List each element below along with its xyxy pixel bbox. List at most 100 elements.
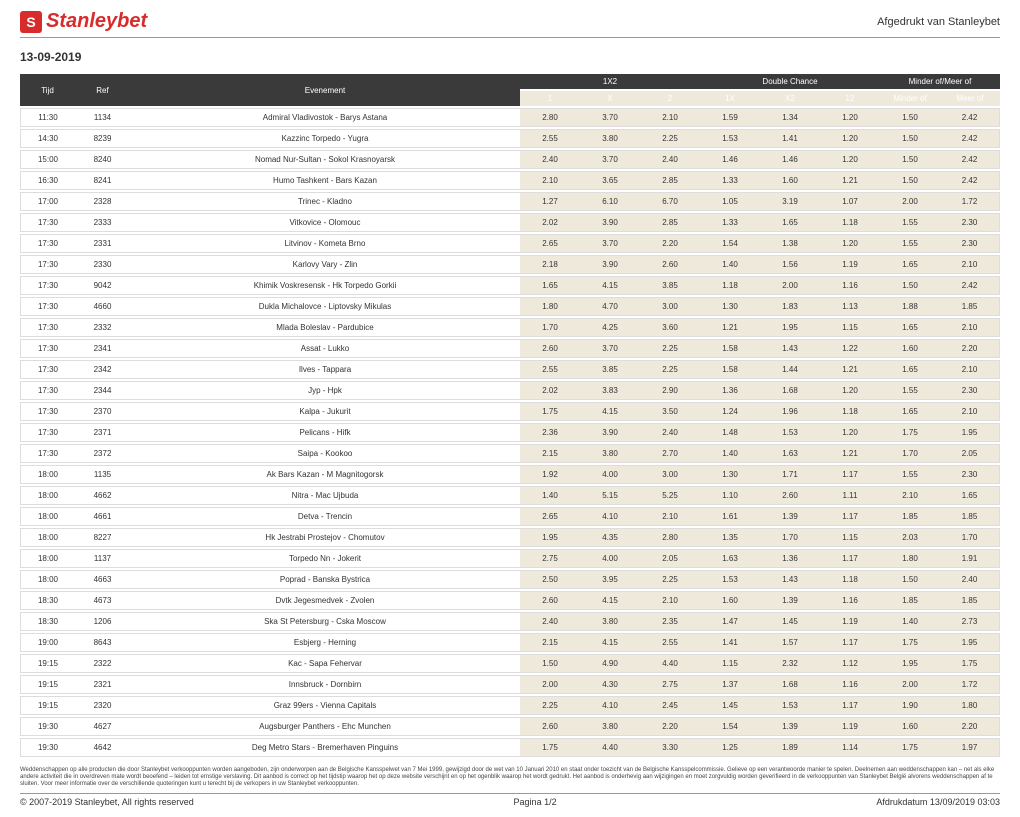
th-group-mm: Minder of/Meer of xyxy=(880,74,1000,89)
cell: 1.58 xyxy=(700,339,760,358)
cell: 1.13 xyxy=(820,297,880,316)
th-x2: X2 xyxy=(760,91,820,106)
table-row: 17:302370Kalpa - Jukurit1.754.153.501.24… xyxy=(20,402,1000,421)
th-ref: Ref xyxy=(75,74,130,106)
cell: 14:30 xyxy=(20,129,75,148)
cell: 1.15 xyxy=(700,654,760,673)
cell: 6.10 xyxy=(580,192,640,211)
cell: 1.65 xyxy=(520,276,580,295)
table-row: 11:301134Admiral Vladivostok - Barys Ast… xyxy=(20,108,1000,127)
cell: Assat - Lukko xyxy=(130,339,520,358)
cell: 1.60 xyxy=(880,339,940,358)
table-row: 17:302371Pelicans - Hifk2.363.902.401.48… xyxy=(20,423,1000,442)
cell: 2.90 xyxy=(640,381,700,400)
cell: 1.34 xyxy=(760,108,820,127)
cell: 3.30 xyxy=(640,738,700,757)
cell: 1.50 xyxy=(520,654,580,673)
cell: 2.10 xyxy=(940,360,1000,379)
cell: 1.85 xyxy=(940,297,1000,316)
cell: 2.60 xyxy=(760,486,820,505)
cell: 1.20 xyxy=(820,150,880,169)
th-group-1x2: 1X2 xyxy=(520,74,700,89)
table-row: 18:304673Dvtk Jegesmedvek - Zvolen2.604.… xyxy=(20,591,1000,610)
cell: 1.19 xyxy=(820,255,880,274)
cell: 2.36 xyxy=(520,423,580,442)
cell: 1.65 xyxy=(880,402,940,421)
odds-table: Tijd Ref Evenement 1X2 Double Chance Min… xyxy=(20,72,1000,759)
cell: 2.32 xyxy=(760,654,820,673)
table-row: 17:302330Karlovy Vary - Zlin2.183.902.60… xyxy=(20,255,1000,274)
cell: 3.80 xyxy=(580,444,640,463)
cell: Kazzinc Torpedo - Yugra xyxy=(130,129,520,148)
cell: 2.00 xyxy=(880,675,940,694)
cell: 2.35 xyxy=(640,612,700,631)
cell: Mlada Boleslav - Pardubice xyxy=(130,318,520,337)
cell: Humo Tashkent - Bars Kazan xyxy=(130,171,520,190)
cell: 5.15 xyxy=(580,486,640,505)
cell: 2.05 xyxy=(940,444,1000,463)
page-footer: © 2007-2019 Stanleybet, All rights reser… xyxy=(20,793,1000,807)
cell: 1.96 xyxy=(760,402,820,421)
cell: 1.75 xyxy=(520,402,580,421)
cell: 1.19 xyxy=(820,612,880,631)
cell: 1.40 xyxy=(700,255,760,274)
cell: 2.15 xyxy=(520,633,580,652)
cell: Saipa - Kookoo xyxy=(130,444,520,463)
cell: 1.43 xyxy=(760,570,820,589)
cell: 2.55 xyxy=(640,633,700,652)
cell: 1.50 xyxy=(880,108,940,127)
cell: 1.16 xyxy=(820,675,880,694)
cell: 1.70 xyxy=(880,444,940,463)
cell: 1.10 xyxy=(700,486,760,505)
cell: 2.05 xyxy=(640,549,700,568)
cell: 18:30 xyxy=(20,612,75,631)
cell: 2322 xyxy=(75,654,130,673)
cell: 3.70 xyxy=(580,234,640,253)
cell: 2.25 xyxy=(520,696,580,715)
cell: 11:30 xyxy=(20,108,75,127)
table-row: 18:008227Hk Jestrabi Prostejov - Chomuto… xyxy=(20,528,1000,547)
cell: 19:00 xyxy=(20,633,75,652)
cell: 2.10 xyxy=(880,486,940,505)
cell: 1.75 xyxy=(940,654,1000,673)
th-1: 1 xyxy=(520,91,580,106)
cell: 1.24 xyxy=(700,402,760,421)
cell: 1.18 xyxy=(700,276,760,295)
cell: 4.00 xyxy=(580,549,640,568)
table-row: 17:304660Dukla Michalovce - Liptovsky Mi… xyxy=(20,297,1000,316)
cell: 2.75 xyxy=(520,549,580,568)
cell: 5.25 xyxy=(640,486,700,505)
th-2: 2 xyxy=(640,91,700,106)
cell: 8239 xyxy=(75,129,130,148)
cell: Kalpa - Jukurit xyxy=(130,402,520,421)
cell: Torpedo Nn - Jokerit xyxy=(130,549,520,568)
cell: 2.55 xyxy=(520,360,580,379)
table-row: 17:002328Trinec - Kladno1.276.106.701.05… xyxy=(20,192,1000,211)
cell: 2.10 xyxy=(640,591,700,610)
cell: 3.85 xyxy=(640,276,700,295)
cell: 1.85 xyxy=(880,591,940,610)
cell: 1.70 xyxy=(940,528,1000,547)
cell: 3.90 xyxy=(580,423,640,442)
cell: 3.70 xyxy=(580,150,640,169)
cell: 1.50 xyxy=(880,129,940,148)
cell: 2.00 xyxy=(880,192,940,211)
table-row: 17:302333Vitkovice - Olomouc2.023.902.85… xyxy=(20,213,1000,232)
table-row: 17:302344Jyp - Hpk2.023.832.901.361.681.… xyxy=(20,381,1000,400)
cell: 3.00 xyxy=(640,297,700,316)
cell: 3.70 xyxy=(580,339,640,358)
cell: 2332 xyxy=(75,318,130,337)
table-row: 16:308241Humo Tashkent - Bars Kazan2.103… xyxy=(20,171,1000,190)
table-row: 19:304642Deg Metro Stars - Bremerhaven P… xyxy=(20,738,1000,757)
cell: 1.53 xyxy=(700,570,760,589)
cell: 2.10 xyxy=(940,318,1000,337)
cell: 17:30 xyxy=(20,423,75,442)
page-number: Pagina 1/2 xyxy=(514,797,557,807)
cell: 1.55 xyxy=(880,234,940,253)
cell: 4.15 xyxy=(580,591,640,610)
cell: 1.17 xyxy=(820,696,880,715)
cell: 1.35 xyxy=(700,528,760,547)
cell: 1.65 xyxy=(880,255,940,274)
cell: Nitra - Mac Ujbuda xyxy=(130,486,520,505)
cell: 1.15 xyxy=(820,318,880,337)
